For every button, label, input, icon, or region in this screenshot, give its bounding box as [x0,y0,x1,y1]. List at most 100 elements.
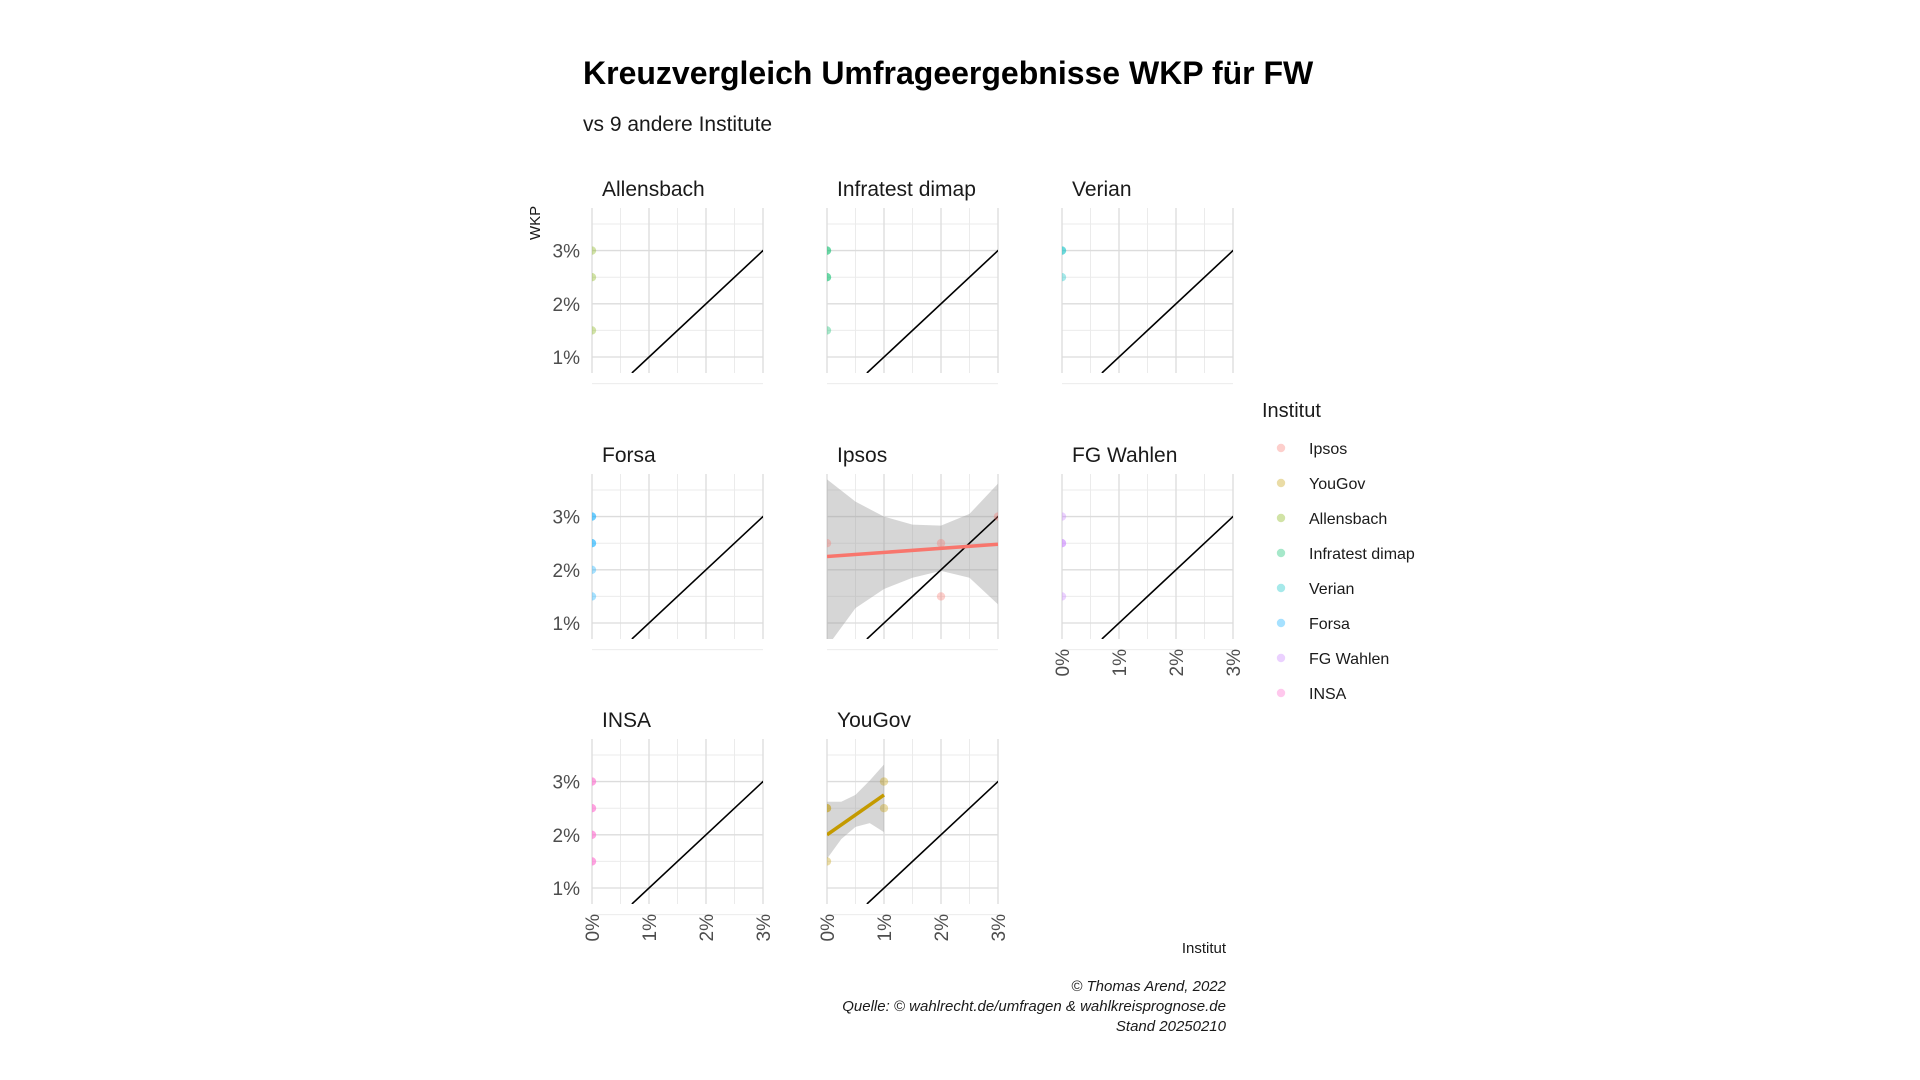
x-tick-label: 3% [1224,649,1245,677]
plot-area [1062,246,1233,373]
data-point [1062,538,1067,548]
identity-line [631,780,763,904]
confidence-band [827,764,884,859]
legend-label: Forsa [1309,616,1350,633]
legend-label: Infratest dimap [1309,546,1415,563]
plot-area [827,479,998,639]
data-point [936,538,946,548]
facet-verian: Verian [1061,178,1234,385]
y-tick-label: 3% [553,773,581,794]
y-tick-label: 3% [553,242,581,263]
data-point [592,777,597,786]
data-point [1062,272,1067,282]
caption-line-2: Quelle: © wahlrecht.de/umfragen & wahlkr… [842,998,1226,1015]
legend-key [1276,548,1286,558]
legend-label: YouGov [1309,476,1365,493]
facet-label: YouGov [837,709,911,732]
y-tick-label: 3% [553,508,581,529]
data-point [592,857,597,866]
legend: Ipsos YouGov Allensbach Infratest dimap Veri… [1276,441,1415,703]
plot-area [592,777,763,904]
x-tick-label: 3% [989,914,1010,942]
x-tick-label: 3% [754,914,775,942]
facet-yougov: YouGov 0% 1% 2% 3% [818,709,1010,942]
x-axis-title: Institut [1182,940,1227,957]
data-point [592,512,597,521]
facet-fg-wahlen: FG Wahlen 0% 1% 2% 3% [1053,444,1245,677]
legend-label: Allensbach [1309,511,1387,528]
x-tick-label: 1% [640,914,661,942]
data-point [592,592,597,601]
legend-item-infratest-dimap: Infratest dimap [1276,546,1415,563]
data-point [592,538,597,548]
plot-area [827,764,998,904]
legend-key [1276,653,1286,663]
legend-key [1276,478,1286,488]
x-tick-label: 0% [818,914,839,942]
x-tick-label: 0% [1053,649,1074,677]
regression-line [827,793,886,837]
caption-line-3: Stand 20250210 [1116,1018,1227,1035]
data-point [592,565,597,575]
facet-label: INSA [602,709,651,732]
data-point [592,830,597,840]
y-tick-label: 1% [553,614,581,635]
data-point [827,326,832,335]
legend-title: Institut [1262,400,1321,422]
y-axis-title: WKP [527,206,544,240]
data-point [827,803,832,813]
legend-label: Verian [1309,581,1354,598]
legend-item-forsa: Forsa [1276,616,1350,633]
x-tick-label: 2% [697,914,718,942]
legend-label: Ipsos [1309,441,1347,458]
data-point [827,246,832,255]
x-tick-label: 1% [875,914,896,942]
data-point [592,512,597,521]
data-point [592,538,597,548]
data-point [827,272,832,282]
legend-item-allensbach: Allensbach [1276,511,1387,528]
data-point [592,326,597,335]
facet-forsa: Forsa 1% 2% 3% [553,444,764,651]
legend-key [1276,583,1286,593]
facet-label: Ipsos [837,444,887,467]
identity-line [631,249,763,373]
identity-line [866,249,998,373]
data-point [827,857,832,866]
confidence-band [827,479,998,639]
data-point [1062,246,1067,255]
y-tick-label: 1% [553,879,581,900]
facet-label: Infratest dimap [837,178,976,201]
legend-label: INSA [1309,686,1347,703]
y-tick-label: 2% [553,826,581,847]
facet-label: Verian [1072,178,1132,201]
data-point [827,272,832,282]
legend-item-ipsos: Ipsos [1276,441,1347,458]
data-point [592,246,597,255]
data-point [936,592,946,601]
chart-title: Kreuzvergleich Umfrageergebnisse WKP für… [583,55,1314,91]
identity-line [1101,249,1233,373]
x-tick-label: 0% [583,914,604,942]
y-tick-label: 1% [553,348,581,369]
plot-area [1062,512,1233,639]
legend-key [1276,688,1286,698]
legend-label: FG Wahlen [1309,651,1389,668]
facet-infratest-dimap: Infratest dimap [826,178,999,385]
legend-item-fg-wahlen: FG Wahlen [1276,651,1389,668]
chart-subtitle: vs 9 andere Institute [583,113,772,136]
legend-item-yougov: YouGov [1276,476,1365,493]
facet-label: Allensbach [602,178,705,201]
data-point [827,803,832,813]
data-point [1062,538,1067,548]
data-point [592,830,597,840]
data-point [1062,512,1067,521]
facet-allensbach: Allensbach 1% 2% 3% [553,178,764,385]
data-point [592,803,597,813]
x-tick-label: 2% [1167,649,1188,677]
data-point [1062,592,1067,601]
identity-line [866,780,998,904]
data-point [879,777,889,786]
